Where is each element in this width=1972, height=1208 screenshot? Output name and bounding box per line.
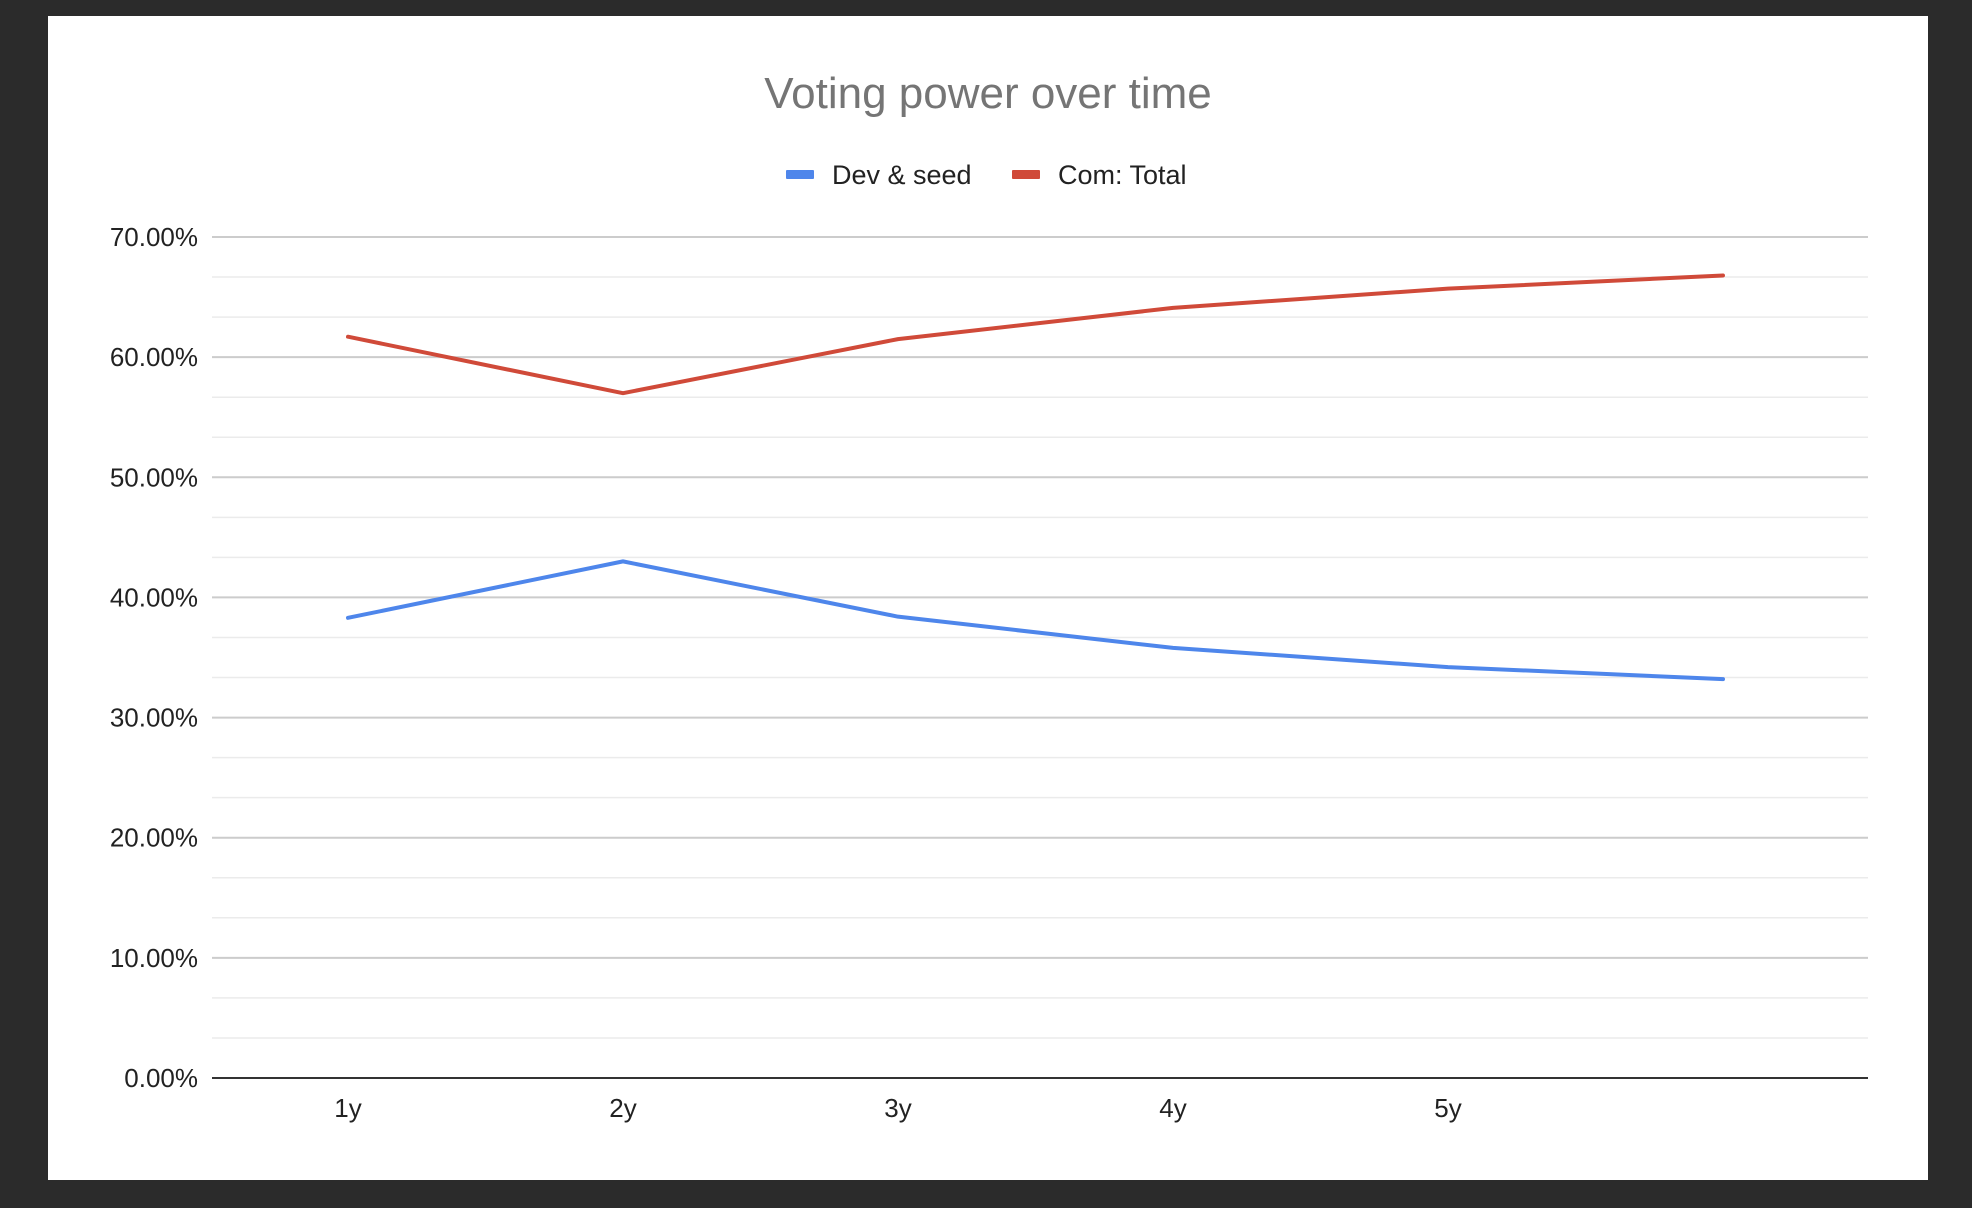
x-tick-label: 5y [1434, 1093, 1461, 1123]
series-line-com-total [346, 273, 1725, 396]
y-tick-label: 70.00% [110, 222, 198, 252]
legend-swatch [1012, 170, 1040, 179]
x-tick-label: 3y [884, 1093, 911, 1123]
x-tick-label: 4y [1159, 1093, 1186, 1123]
y-tick-label: 50.00% [110, 462, 198, 492]
legend-swatch [786, 170, 814, 179]
legend-label: Com: Total [1058, 160, 1187, 190]
y-tick-label: 0.00% [124, 1063, 198, 1093]
chart-legend: Dev & seed Com: Total [786, 160, 1187, 190]
y-axis-tick-labels: 0.00% 10.00% 20.00% 30.00% 40.00% 50.00% 60.00… [110, 222, 198, 1093]
x-axis-tick-labels: 1y 2y 3y 4y 5y [334, 1093, 1461, 1123]
legend-label: Dev & seed [832, 160, 972, 190]
y-tick-label: 40.00% [110, 582, 198, 612]
chart-title: Voting power over time [764, 69, 1212, 118]
series-line-dev-and-seed [346, 559, 1725, 682]
y-tick-label: 60.00% [110, 342, 198, 372]
y-tick-label: 10.00% [110, 943, 198, 973]
y-tick-label: 30.00% [110, 703, 198, 733]
x-tick-label: 1y [334, 1093, 361, 1123]
chart-card: Voting power over time Dev & seed Com: To… [48, 16, 1928, 1180]
chart-series [346, 273, 1725, 682]
y-tick-label: 20.00% [110, 823, 198, 853]
line-chart: Voting power over time Dev & seed Com: To… [110, 69, 1868, 1123]
chart-gridlines [212, 236, 1868, 1039]
x-tick-label: 2y [609, 1093, 636, 1123]
